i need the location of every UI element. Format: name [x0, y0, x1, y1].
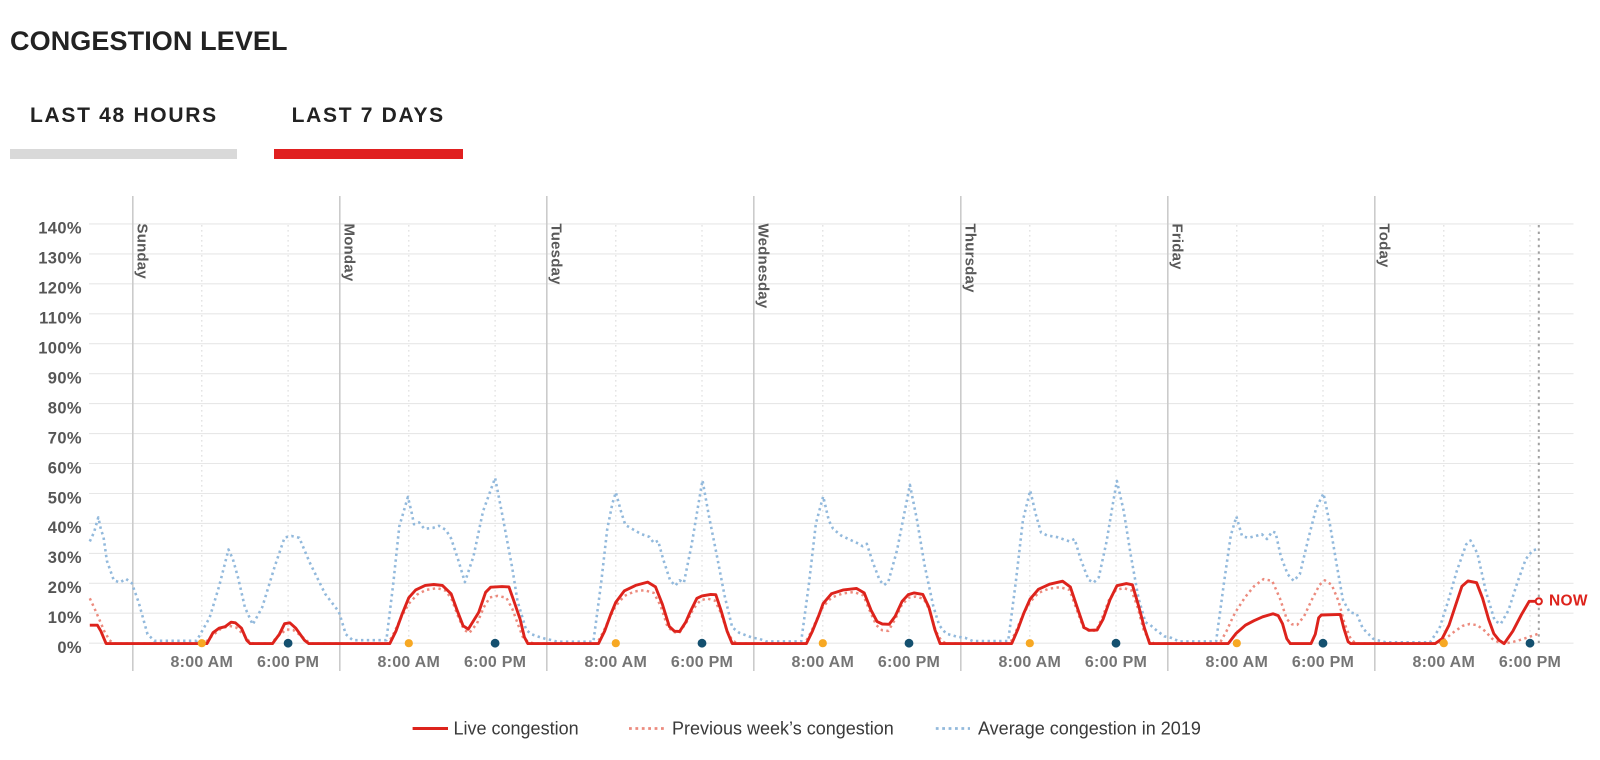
svg-text:6:00 PM: 6:00 PM	[1085, 654, 1147, 671]
svg-text:30%: 30%	[48, 549, 82, 567]
svg-text:60%: 60%	[48, 459, 82, 477]
svg-text:10%: 10%	[48, 609, 82, 627]
svg-text:90%: 90%	[48, 370, 82, 388]
svg-text:8:00 AM: 8:00 AM	[585, 654, 648, 671]
svg-text:6:00 PM: 6:00 PM	[1292, 654, 1354, 671]
svg-text:Tuesday: Tuesday	[547, 224, 564, 286]
svg-text:110%: 110%	[39, 310, 82, 328]
svg-text:8:00 AM: 8:00 AM	[171, 654, 234, 671]
svg-text:Wednesday: Wednesday	[754, 224, 771, 309]
svg-text:Monday: Monday	[340, 224, 357, 282]
svg-text:20%: 20%	[48, 579, 82, 597]
svg-text:6:00 PM: 6:00 PM	[671, 654, 733, 671]
svg-text:8:00 AM: 8:00 AM	[1413, 654, 1476, 671]
svg-text:8:00 AM: 8:00 AM	[999, 654, 1062, 671]
svg-text:80%: 80%	[48, 399, 82, 417]
svg-text:100%: 100%	[38, 340, 82, 358]
svg-text:Sunday: Sunday	[133, 224, 150, 280]
svg-text:Live congestion: Live congestion	[454, 719, 579, 739]
svg-text:50%: 50%	[48, 489, 82, 507]
svg-text:6:00 PM: 6:00 PM	[1499, 654, 1561, 671]
svg-text:6:00 PM: 6:00 PM	[257, 654, 319, 671]
svg-text:140%: 140%	[38, 220, 82, 238]
svg-text:0%: 0%	[57, 639, 82, 657]
svg-text:120%: 120%	[38, 280, 82, 298]
svg-text:40%: 40%	[48, 519, 82, 537]
svg-text:6:00 PM: 6:00 PM	[464, 654, 526, 671]
svg-text:Today: Today	[1375, 224, 1392, 269]
svg-text:130%: 130%	[38, 250, 82, 268]
svg-text:Average congestion in 2019: Average congestion in 2019	[978, 719, 1201, 739]
svg-text:Friday: Friday	[1168, 224, 1185, 271]
svg-text:8:00 AM: 8:00 AM	[792, 654, 855, 671]
svg-text:70%: 70%	[48, 429, 82, 447]
svg-text:NOW: NOW	[1549, 593, 1588, 610]
svg-text:Previous week’s congestion: Previous week’s congestion	[672, 719, 894, 739]
svg-text:8:00 AM: 8:00 AM	[378, 654, 441, 671]
svg-text:6:00 PM: 6:00 PM	[878, 654, 940, 671]
svg-text:Thursday: Thursday	[961, 224, 978, 294]
svg-text:8:00 AM: 8:00 AM	[1206, 654, 1269, 671]
